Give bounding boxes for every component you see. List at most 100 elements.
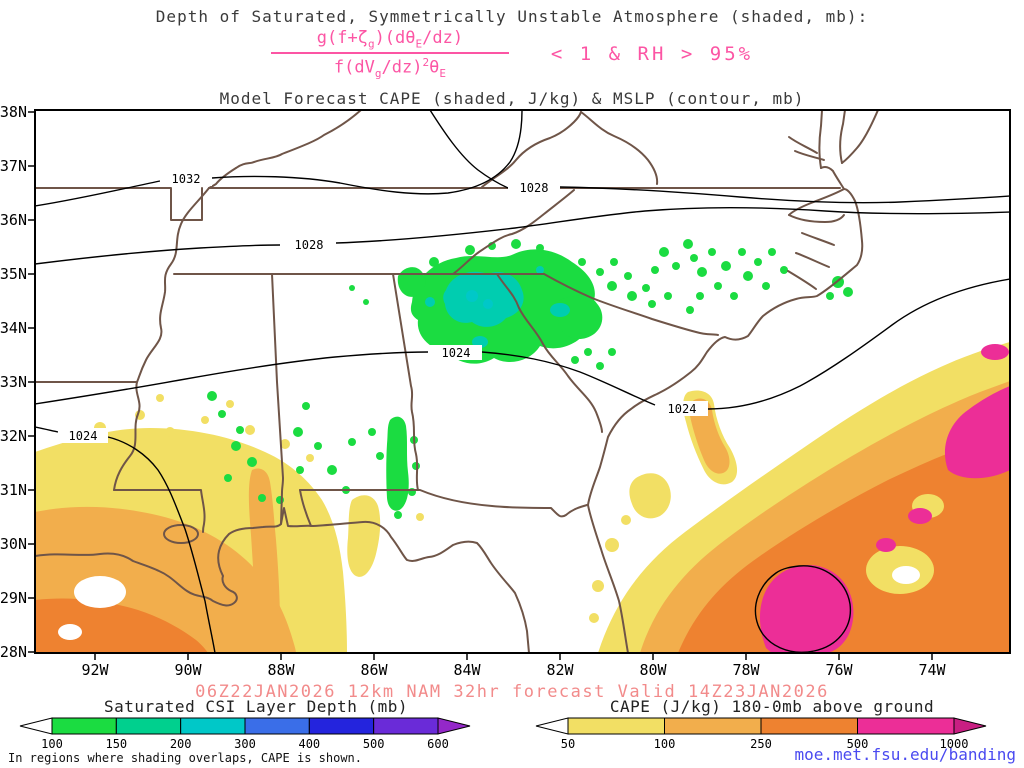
contour-labels: 1032 1028 1028 1024 1024 1024 — [58, 171, 708, 443]
lon-label: 74W — [918, 661, 946, 679]
york-river — [794, 150, 825, 161]
lat-label: 34N — [0, 319, 27, 337]
contour-label: 1024 — [69, 429, 98, 443]
legend-arrow-left — [19, 717, 53, 735]
contour-label: 1028 — [520, 181, 549, 195]
legend-arrow-right — [953, 717, 987, 735]
border-al-ga — [392, 273, 419, 491]
lat-axis: 38N 37N 36N 35N 34N 33N 32N 31N 30N 29N … — [0, 103, 35, 661]
delmarva-west — [839, 111, 846, 164]
pamlico-estuary-b — [795, 252, 830, 268]
border-ky-va — [481, 111, 582, 188]
legend-tick-label: 300 — [234, 737, 256, 751]
fraction-bar — [270, 52, 509, 55]
lat-label: 30N — [0, 535, 27, 553]
legend-arrow-left — [535, 717, 569, 735]
perdido-river — [299, 489, 312, 527]
formula-numerator: g(f+ζg)(dθE/dz) — [316, 28, 464, 51]
contour-label: 1024 — [668, 402, 697, 416]
border-nc-sc — [543, 273, 719, 336]
delmarva-east — [841, 111, 879, 164]
legend-tick-label: 200 — [170, 737, 192, 751]
legend-tick-label: 500 — [363, 737, 385, 751]
lon-label: 92W — [81, 661, 109, 679]
albemarle-sound-b — [788, 214, 845, 223]
site-link[interactable]: moe.met.fsu.edu/banding — [794, 745, 1016, 764]
legend-tick-label: 250 — [750, 737, 772, 751]
mississippi-upper — [208, 167, 237, 189]
lon-ticks — [94, 653, 933, 660]
contour-label: 1028 — [295, 238, 324, 252]
formula-condition: < 1 & RH > 95% — [550, 43, 754, 66]
border-ar-mo — [36, 187, 203, 221]
lat-label: 36N — [0, 211, 27, 229]
ohio-river — [235, 111, 362, 169]
lon-label: 80W — [639, 661, 667, 679]
lat-label: 28N — [0, 643, 27, 661]
legend-tick-label: 1000 — [940, 737, 969, 751]
cape-yellow-speckles-right — [589, 495, 665, 623]
isobar-closed-low — [754, 565, 852, 652]
isobar-1032 — [36, 111, 523, 207]
cape-shading — [36, 342, 1009, 652]
legend-tick-label: 500 — [847, 737, 869, 751]
lon-label: 86W — [360, 661, 388, 679]
legend-block — [115, 717, 182, 735]
csi-formula: g(f+ζg)(dθE/dz) f(dVg/dz)2θE < 1 & RH > … — [0, 28, 1024, 80]
border-ms-al — [271, 273, 284, 525]
cape-legend-title: CAPE (J/kg) 180-0mb above ground — [609, 697, 935, 716]
isobar-1024-south — [36, 426, 216, 652]
page-title: Depth of Saturated, Symmetrically Unstab… — [155, 7, 869, 26]
lat-label: 32N — [0, 427, 27, 445]
gulf-coastline — [36, 507, 530, 652]
legend-tick-label: 100 — [41, 737, 63, 751]
border-va-wv — [580, 111, 659, 185]
atlantic-coastline — [587, 166, 864, 652]
csi-legend-title: Saturated CSI Layer Depth (mb) — [104, 697, 408, 716]
contour-label: 1024 — [442, 346, 471, 360]
lon-label: 76W — [825, 661, 853, 679]
legend-tick-label: 100 — [654, 737, 676, 751]
lon-label: 84W — [453, 661, 481, 679]
lat-label: 31N — [0, 481, 27, 499]
legend-block — [760, 717, 858, 735]
legend-tick-label: 400 — [298, 737, 320, 751]
lat-label: 37N — [0, 157, 27, 175]
cape-colorbar: 50 100 250 500 1000 — [535, 717, 987, 751]
csi-colorbar: 100 150 200 300 400 500 600 — [19, 717, 471, 751]
legend-tick-label: 150 — [105, 737, 127, 751]
lake-pontchartrain — [163, 524, 199, 544]
subtitle: Model Forecast CAPE (shaded, J/kg) & MSL… — [219, 89, 805, 108]
lon-label: 90W — [174, 661, 202, 679]
legend-block — [567, 717, 665, 735]
lat-ticks — [28, 111, 35, 653]
isobar-1028-lower — [36, 206, 1009, 265]
formula-fraction: g(f+ζg)(dθE/dz) f(dVg/dz)2θE — [270, 28, 509, 81]
legend-block — [308, 717, 375, 735]
lat-label: 29N — [0, 589, 27, 607]
lat-label: 33N — [0, 373, 27, 391]
border-fl-north — [299, 489, 588, 518]
csi-shading — [207, 239, 853, 519]
isobar-1028-upper — [429, 111, 1009, 204]
albemarle-sound-a — [788, 188, 845, 216]
pamlico-estuary-a — [801, 232, 835, 246]
legend-block — [664, 717, 762, 735]
lat-label: 35N — [0, 265, 27, 283]
lon-label: 82W — [546, 661, 574, 679]
overlap-note: In regions where shading overlaps, CAPE … — [8, 751, 363, 765]
legend-arrow-right — [437, 717, 471, 735]
legend-block — [51, 717, 117, 735]
mississippi-river — [113, 187, 210, 491]
chesapeake-west — [818, 111, 823, 169]
lon-label: 78W — [732, 661, 760, 679]
legend-tick-label: 600 — [427, 737, 449, 751]
formula-denominator: f(dVg/dz)2θE — [333, 56, 446, 81]
legend-block — [244, 717, 310, 735]
cape-legend: CAPE (J/kg) 180-0mb above ground 50 100 25… — [522, 697, 1022, 751]
legend-block — [373, 717, 439, 735]
border-la-ms — [113, 489, 206, 533]
lat-label: 38N — [0, 103, 27, 121]
